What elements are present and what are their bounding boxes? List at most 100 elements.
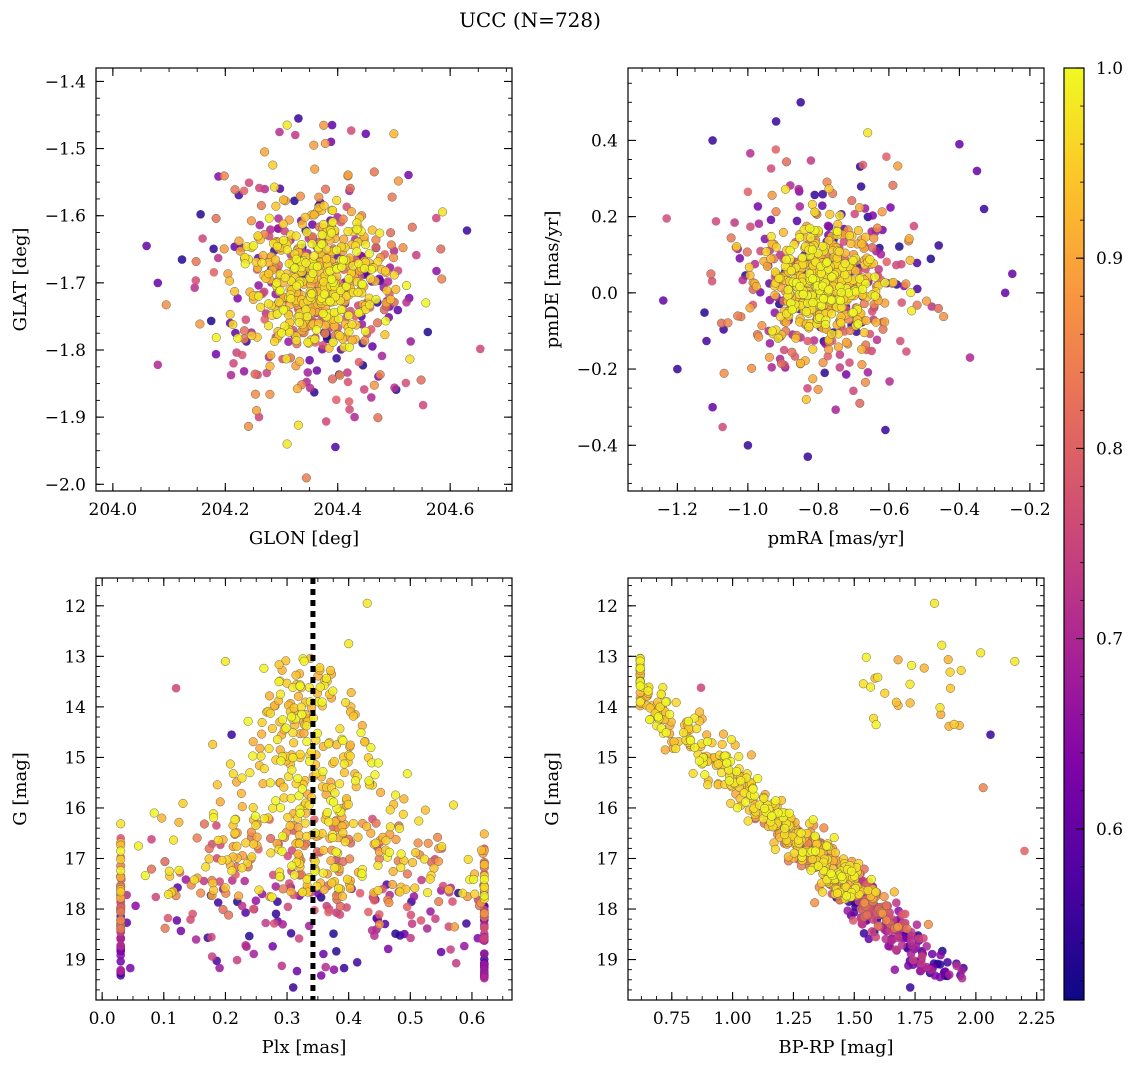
scatter-point: [717, 739, 727, 749]
scatter-point: [835, 363, 845, 372]
scatter-point: [848, 916, 858, 925]
scatter-point: [831, 405, 840, 415]
scatter-point: [318, 766, 328, 777]
scatter-point: [408, 858, 418, 868]
y-tick-label: −1.7: [45, 274, 86, 294]
scatter-point: [249, 904, 258, 914]
scatter-point: [237, 802, 247, 812]
scatter-point: [291, 254, 301, 264]
scatter-point: [275, 127, 284, 137]
scatter-point: [276, 756, 286, 766]
scatter-point: [335, 910, 345, 919]
scatter-point: [327, 374, 338, 384]
scatter-point: [342, 874, 352, 884]
scatter-point: [324, 907, 333, 917]
scatter-point: [746, 750, 756, 760]
scatter-point: [196, 210, 205, 219]
scatter-point: [957, 973, 967, 983]
scatter-point: [423, 838, 433, 848]
scatter-point: [318, 309, 328, 319]
scatter-point: [326, 856, 336, 866]
scatter-point: [271, 201, 281, 211]
scatter-points: [142, 114, 485, 483]
scatter-point: [417, 875, 426, 885]
scatter-point: [897, 298, 906, 307]
scatter-point: [289, 738, 299, 748]
scatter-point: [480, 923, 489, 933]
scatter-point: [400, 929, 409, 939]
scatter-point: [293, 849, 303, 859]
scatter-point: [807, 199, 817, 209]
scatter-point: [116, 934, 125, 944]
x-tick-label: 204.6: [426, 500, 475, 520]
scatter-point: [321, 184, 331, 194]
x-tick-label: 204.4: [313, 500, 362, 520]
scatter-point: [230, 286, 240, 297]
scatter-point: [317, 697, 327, 707]
scatter-point: [280, 273, 290, 283]
scatter-point: [278, 715, 288, 725]
scatter-point: [339, 768, 349, 778]
y-tick-label: 0.4: [591, 131, 618, 151]
scatter-point: [196, 888, 206, 898]
scatter-point: [278, 884, 288, 894]
scatter-point: [760, 803, 770, 813]
scatter-point: [237, 901, 247, 911]
scatter-point: [904, 234, 914, 244]
scatter-point: [261, 918, 271, 928]
scatter-point: [240, 259, 250, 269]
scatter-point: [251, 405, 262, 416]
scatter-point: [695, 707, 705, 717]
scatter-point: [212, 821, 221, 830]
scatter-point: [391, 834, 401, 845]
scatter-point: [406, 910, 416, 920]
scatter-point: [310, 164, 320, 174]
scatter-point: [357, 279, 367, 289]
scatter-point: [211, 333, 221, 343]
scatter-point: [286, 712, 297, 722]
scatter-point: [795, 202, 805, 211]
scatter-point: [344, 342, 354, 352]
x-tick-label: −0.2: [1009, 500, 1050, 520]
scatter-point: [353, 832, 363, 842]
scatter-point: [778, 227, 788, 237]
scatter-point: [767, 326, 777, 336]
scatter-point: [356, 728, 366, 738]
scatter-point: [696, 683, 706, 692]
x-tick-label: −1.2: [657, 500, 698, 520]
scatter-point: [742, 247, 752, 257]
scatter-point: [692, 724, 702, 734]
scatter-point: [328, 686, 338, 696]
scatter-point: [343, 226, 353, 236]
scatter-point: [295, 681, 305, 691]
scatter-point: [902, 924, 912, 934]
scatter-point: [191, 935, 201, 944]
scatter-point: [348, 711, 358, 721]
scatter-point: [264, 213, 274, 223]
scatter-point: [375, 228, 385, 238]
scatter-point: [294, 830, 304, 840]
scatter-point: [241, 838, 251, 848]
scatter-point: [806, 865, 816, 875]
scatter-point: [264, 299, 274, 309]
scatter-point: [912, 258, 922, 268]
scatter-point: [795, 232, 805, 243]
scatter-point: [204, 844, 214, 854]
scatter-point: [847, 196, 857, 206]
scatter-points: [659, 98, 1017, 462]
scatter-point: [819, 294, 829, 304]
scatter-point: [390, 790, 401, 800]
scatter-point: [1008, 269, 1017, 279]
scatter-point: [437, 274, 447, 284]
scatter-point: [315, 682, 325, 692]
scatter-point: [297, 784, 307, 794]
scatter-point: [905, 698, 915, 708]
scatter-point: [346, 207, 356, 217]
scatter-point: [409, 892, 419, 901]
scatter-point: [835, 350, 845, 360]
scatter-point: [294, 934, 304, 943]
scatter-point: [423, 327, 433, 337]
y-tick-label: 18: [596, 900, 618, 920]
scatter-point: [818, 189, 827, 199]
scatter-point: [253, 231, 263, 241]
